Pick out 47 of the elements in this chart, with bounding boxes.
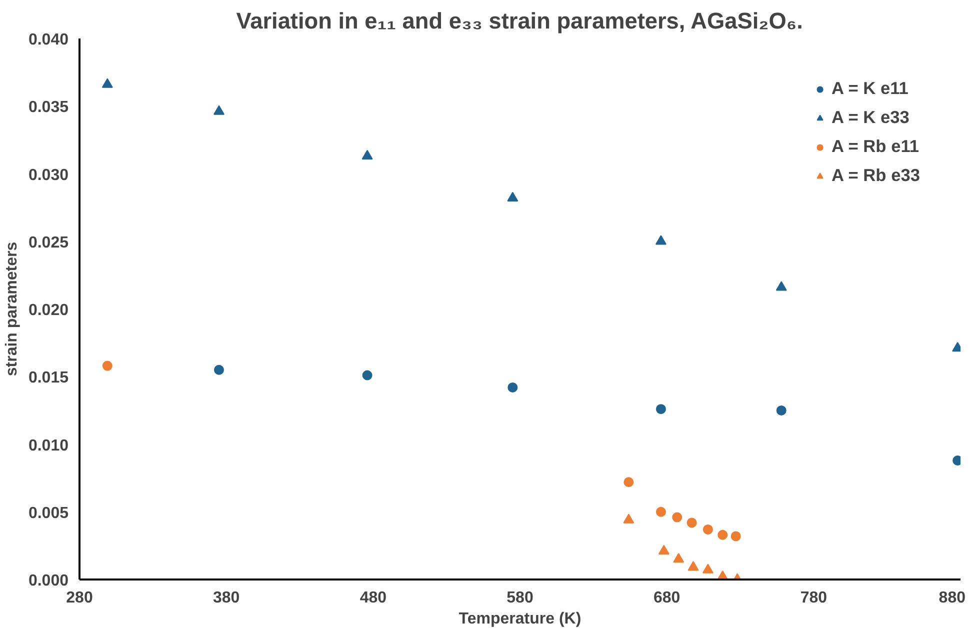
point [102, 360, 112, 371]
legend-label: A = Rb e33 [832, 165, 920, 186]
x-tick-label: 380 [212, 590, 240, 606]
point [508, 382, 518, 392]
point [730, 531, 741, 542]
x-tick-label: 680 [653, 590, 680, 606]
point [658, 544, 670, 554]
chart-title: Variation in e₁₁ and e₃₃ strain parameters, AGaSi₂O₆. [236, 8, 803, 34]
legend-label: A = Rb e11 [832, 136, 920, 157]
point [507, 192, 518, 202]
point [624, 477, 634, 488]
point [655, 235, 666, 245]
x-tick-label: 480 [360, 590, 387, 606]
point [362, 370, 372, 380]
point [776, 281, 787, 291]
y-tick-label: 0.040 [28, 32, 69, 48]
point [672, 512, 682, 522]
point [656, 506, 666, 517]
legend-label: A = K e11 [832, 78, 908, 99]
point [213, 105, 224, 115]
point [702, 564, 714, 574]
point [673, 552, 684, 563]
y-tick-label: 0.005 [28, 504, 69, 522]
point [656, 404, 666, 414]
x-tick-label: 780 [800, 590, 828, 606]
y-axis-title: strain parameters [3, 242, 20, 376]
point [623, 514, 634, 524]
point [776, 405, 786, 416]
y-tick-label: 0.000 [28, 572, 69, 590]
x-tick-label: 580 [506, 590, 534, 606]
point [718, 530, 728, 540]
point [702, 524, 713, 534]
y-tick-label: 0.035 [28, 99, 69, 116]
point [102, 78, 113, 88]
x-axis-title: Temperature (K) [458, 610, 582, 628]
legend-label: A = K e33 [832, 107, 910, 128]
point [686, 518, 697, 528]
y-tick-label: 0.025 [28, 234, 69, 252]
y-tick-label: 0.010 [28, 437, 69, 454]
y-tick-label: 0.015 [28, 370, 69, 387]
point [362, 150, 373, 160]
x-tick-label: 880 [938, 590, 966, 606]
point [688, 561, 699, 571]
y-tick-label: 0.030 [28, 166, 69, 184]
point [214, 364, 224, 375]
x-tick-label: 280 [66, 590, 93, 606]
y-tick-label: 0.020 [28, 302, 69, 319]
